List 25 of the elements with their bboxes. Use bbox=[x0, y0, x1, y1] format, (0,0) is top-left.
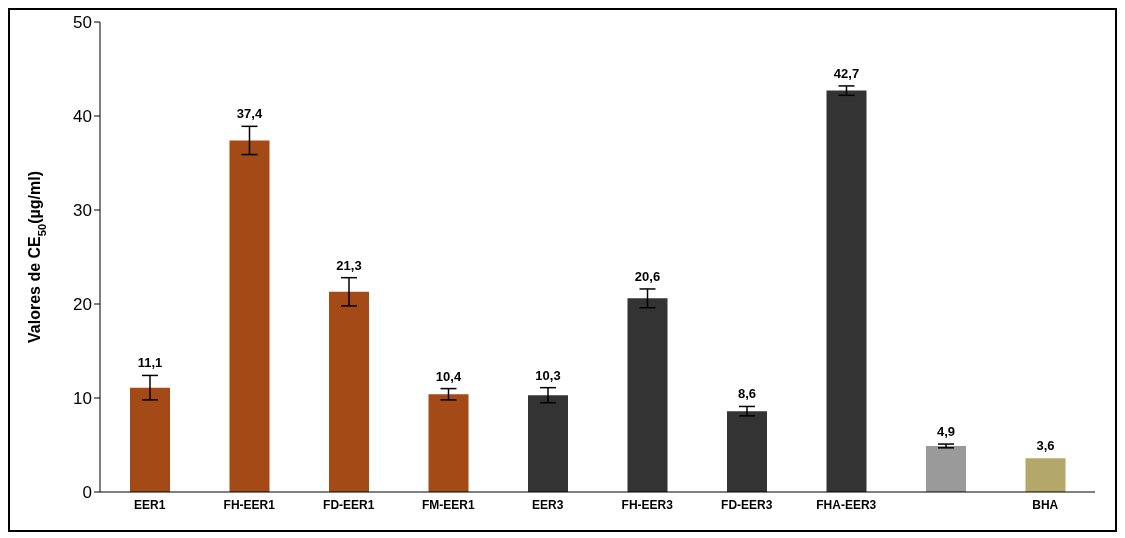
x-tick-label: FM-EER1 bbox=[421, 497, 475, 512]
y-tick-label: 50 bbox=[73, 13, 92, 33]
y-tick-label: 40 bbox=[73, 107, 92, 127]
y-tick-label: 20 bbox=[73, 295, 92, 315]
x-tick-label: EER1 bbox=[134, 497, 166, 512]
y-tick-label: 0 bbox=[82, 483, 92, 503]
data-label: 8,6 bbox=[737, 386, 757, 402]
data-label: 21,3 bbox=[336, 257, 362, 273]
x-tick-label: BHA bbox=[1032, 497, 1059, 512]
data-label: 10,3 bbox=[535, 367, 561, 383]
x-tick-label: EER3 bbox=[532, 497, 564, 512]
data-label: 42,7 bbox=[833, 65, 860, 81]
data-label: 10,4 bbox=[435, 368, 462, 384]
x-tick-label: FH-EER3 bbox=[621, 497, 674, 512]
y-tick-label: 30 bbox=[73, 201, 92, 221]
x-tick-label: FD-EER1 bbox=[323, 497, 375, 512]
data-label: 37,4 bbox=[236, 106, 263, 122]
data-label: 3,6 bbox=[1036, 438, 1055, 454]
data-label: 4,9 bbox=[936, 424, 956, 440]
data-label: 11,1 bbox=[137, 355, 163, 371]
x-tick-label: FHA-EER3 bbox=[816, 497, 877, 512]
x-tick-label: FH-EER1 bbox=[223, 497, 276, 512]
data-label: 20,6 bbox=[634, 268, 661, 284]
y-tick-label: 10 bbox=[73, 389, 92, 409]
x-tick-label: FD-EER3 bbox=[721, 497, 773, 512]
